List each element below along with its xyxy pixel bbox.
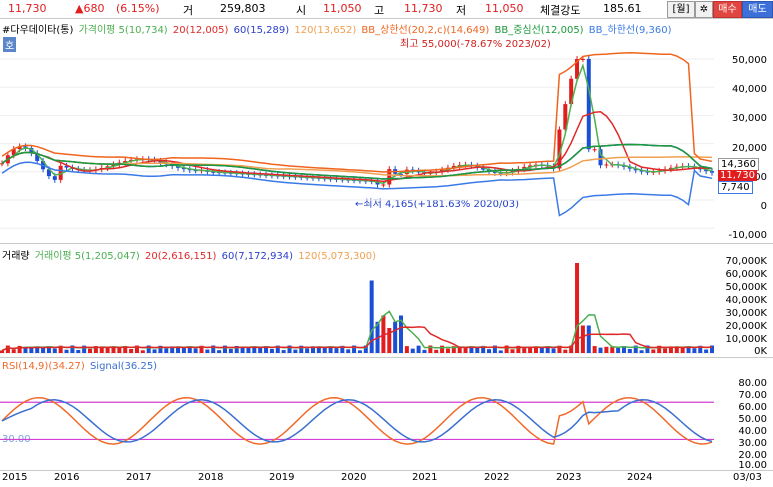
legend-rsi: RSI(14,9)(34.27) (2, 361, 85, 372)
y-tick: 20,000 (732, 143, 767, 154)
legend-ma5: 가격이평 5(10,734) (78, 25, 168, 36)
rsi-left-label: 30.00 (2, 434, 31, 445)
sell-button[interactable]: 매도 (742, 1, 773, 18)
settings-button[interactable]: ✲ (695, 1, 713, 18)
x-tick: 2020 (341, 472, 367, 483)
x-axis: 2015 2016 2017 2018 2019 2020 2021 2022 … (0, 470, 773, 487)
x-tick: 2016 (54, 472, 80, 483)
current-price: 11,730 (8, 2, 47, 15)
y-tick: 50.00 (738, 414, 767, 425)
price-panel[interactable]: #다우데이타(통) 가격이평 5(10,734) 20(12,005) 60(1… (0, 18, 773, 244)
y-tick: 10,000K (725, 334, 767, 345)
volume-label: 거 (183, 4, 194, 17)
x-tick: 2015 (2, 472, 28, 483)
volume-value: 259,803 (220, 2, 266, 15)
open-label: 시 (296, 4, 307, 17)
y-tick: 50,000K (725, 282, 767, 293)
y-tick: 20,000K (725, 321, 767, 332)
current-price-tag: 11,730 (718, 170, 757, 181)
rsi-y-axis: 80.00 70.00 60.00 50.00 40.00 30.00 20.0… (716, 358, 773, 471)
y-tick: 0K (754, 346, 767, 357)
volume-y-axis: 70,000K 60,000K 50,000K 40,000K 30,000K … (716, 244, 773, 358)
y-tick: 20.00 (738, 450, 767, 461)
y-tick: -10,000 (728, 230, 767, 241)
x-tick: 2017 (126, 472, 152, 483)
x-tick: 2024 (627, 472, 653, 483)
y-tick: 40,000K (725, 295, 767, 306)
lower-price-tag: 7,740 (718, 181, 753, 194)
price-change-pct: (6.15%) (116, 2, 160, 15)
y-tick: 10.00 (738, 460, 767, 471)
x-tick: 2019 (269, 472, 295, 483)
legend-vol-ma5: 거래이평 5(1,205,047) (34, 251, 140, 262)
y-tick: 80.00 (738, 378, 767, 389)
strength-value: 185.61 (603, 2, 642, 15)
y-tick: 30,000K (725, 308, 767, 319)
y-tick: 70.00 (738, 390, 767, 401)
high-annotation: 최고 55,000(-78.67% 2023/02) (400, 39, 551, 50)
legend-bb-lower: BB_하한선(9,360) (588, 25, 672, 36)
buy-button[interactable]: 매수 (713, 1, 742, 18)
stock-name: #다우데이타(통) (2, 25, 74, 36)
y-tick: 0 (760, 201, 767, 212)
period-button[interactable]: [월] (667, 1, 695, 18)
x-tick: 2018 (198, 472, 224, 483)
volume-name: 거래량 (2, 251, 30, 262)
open-value: 11,050 (323, 2, 362, 15)
price-y-axis: 50,000 40,000 30,000 20,000 10,000 0 -10… (716, 19, 773, 244)
y-tick: 30,000 (732, 113, 767, 124)
legend-ma20: 20(12,005) (172, 25, 229, 36)
legend-signal: Signal(36.25) (89, 361, 158, 372)
y-tick: 60,000K (725, 269, 767, 280)
rsi-panel[interactable]: RSI(14,9)(34.27) Signal(36.25) 30.00 80.… (0, 357, 773, 471)
volume-panel[interactable]: 거래량 거래이평 5(1,205,047) 20(2,616,151) 60(7… (0, 243, 773, 358)
quote-header: 11,730 ▲680 (6.15%) 거 259,803 시 11,050 고… (0, 0, 773, 19)
y-tick: 60.00 (738, 402, 767, 413)
x-tick: 2021 (412, 472, 438, 483)
legend-ma120: 120(13,652) (294, 25, 357, 36)
strength-label: 체결강도 (540, 4, 581, 17)
legend-bb-mid: BB_중심선(12,005) (494, 25, 584, 36)
y-tick: 70,000K (725, 256, 767, 267)
price-change: ▲680 (75, 2, 105, 15)
legend-vol-ma20: 20(2,616,151) (145, 251, 217, 262)
low-label: 저 (456, 4, 467, 17)
x-tick: 2022 (484, 472, 510, 483)
legend-bb-upper: BB_상한선(20,2,c)(14,649) (361, 25, 490, 36)
y-tick: 30.00 (738, 438, 767, 449)
y-tick: 40,000 (732, 84, 767, 95)
price-legend: #다우데이타(통) 가격이평 5(10,734) 20(12,005) 60(1… (2, 21, 674, 36)
rsi-legend: RSI(14,9)(34.27) Signal(36.25) (2, 361, 159, 372)
x-tick-last: 03/03 (733, 472, 762, 483)
y-tick: 40.00 (738, 426, 767, 437)
upper-price-tag: 14,360 (718, 158, 759, 171)
high-label: 고 (374, 4, 385, 17)
legend-ma60: 60(15,289) (233, 25, 290, 36)
quote-tag[interactable]: 호 (3, 37, 17, 52)
low-value: 11,050 (485, 2, 524, 15)
high-value: 11,730 (404, 2, 443, 15)
x-tick: 2023 (556, 472, 582, 483)
legend-vol-ma60: 60(7,172,934) (221, 251, 294, 262)
legend-vol-ma120: 120(5,073,300) (298, 251, 377, 262)
low-annotation: ←최저 4,165(+181.63% 2020/03) (355, 199, 519, 210)
volume-legend: 거래량 거래이평 5(1,205,047) 20(2,616,151) 60(7… (2, 247, 378, 262)
y-tick: 50,000 (732, 55, 767, 66)
